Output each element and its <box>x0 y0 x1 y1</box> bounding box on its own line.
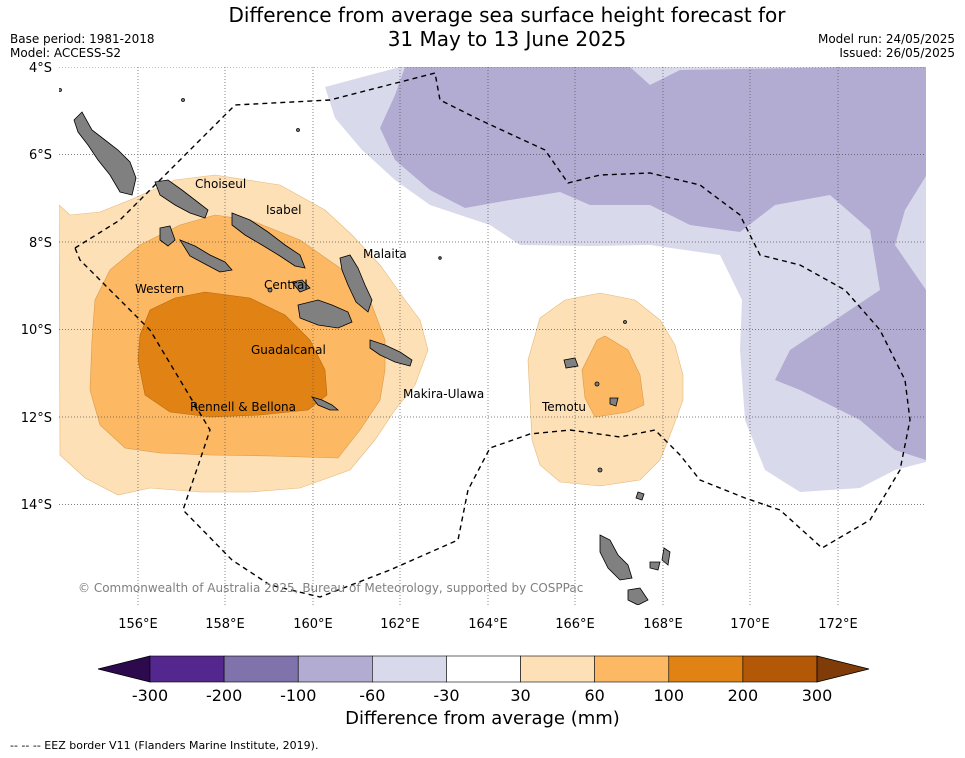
place-label: Temotu <box>541 400 586 414</box>
colorbar-tick-label: -200 <box>206 686 242 705</box>
title-line-1: Difference from average sea surface heig… <box>228 3 786 27</box>
island-small-3 <box>649 561 661 571</box>
place-label: Choiseul <box>195 177 246 191</box>
copyright-notice: © Commonwealth of Australia 2025, Bureau… <box>78 581 583 595</box>
lat-tick-label: 8°S <box>29 236 52 251</box>
lon-tick-label: 170°E <box>730 617 770 632</box>
island-vanua-lava <box>609 397 619 407</box>
colorbar-tick-label: -300 <box>132 686 168 705</box>
island-guadalcanal <box>297 299 353 329</box>
island-bougainville <box>73 111 137 196</box>
land-masses <box>59 88 671 605</box>
lat-tick-label: 12°S <box>21 411 52 426</box>
place-label: Isabel <box>266 203 301 217</box>
colorbar-bin <box>446 655 521 683</box>
lon-tick-label: 164°E <box>468 617 508 632</box>
colorbar-bin <box>668 655 744 683</box>
colorbar-bin <box>372 655 447 683</box>
colorbar-tick-label: -60 <box>359 686 385 705</box>
island-malaita <box>339 254 373 313</box>
colorbar-tick-label: 100 <box>654 686 685 705</box>
colorbar-bin <box>742 655 818 683</box>
model-run: Model run: 24/05/2025 <box>817 32 955 46</box>
lon-tick-label: 158°E <box>205 617 245 632</box>
colorbar-tick-label: 30 <box>510 686 530 705</box>
island-malakula <box>627 587 649 605</box>
island-makira <box>369 339 413 367</box>
lon-tick-labels: 156°E 158°E 160°E 162°E 164°E 166°E 168°… <box>118 617 858 632</box>
lon-tick-label: 162°E <box>380 617 420 632</box>
contour-positive-strong-west <box>137 291 328 418</box>
island-vella <box>159 225 176 247</box>
colorbar-extend-low <box>97 655 151 683</box>
colorbar-bin <box>594 655 670 683</box>
map-title: Difference from average sea surface heig… <box>0 3 965 51</box>
place-label: Central <box>264 278 308 292</box>
island-espiritu-santo <box>599 534 633 581</box>
colorbar-tick-label: 300 <box>802 686 833 705</box>
lat-tick-label: 6°S <box>29 148 52 163</box>
island-isabel <box>231 212 306 269</box>
colorbar-tick-label: -100 <box>280 686 316 705</box>
island-new-georgia <box>179 239 233 273</box>
colorbar-tick-label: 200 <box>728 686 759 705</box>
title-line-2: 31 May to 13 June 2025 <box>387 27 627 51</box>
place-labels: Choiseul Isabel Malaita Western Central … <box>135 177 586 414</box>
model-name: Model: ACCESS-S2 <box>10 46 122 60</box>
gridlines <box>59 67 926 605</box>
lon-tick-label: 172°E <box>818 617 858 632</box>
colorbar-bin <box>223 655 299 683</box>
map-area <box>59 67 926 605</box>
lon-tick-label: 160°E <box>293 617 333 632</box>
island-small-1 <box>661 547 671 566</box>
place-label: Rennell & Bellona <box>190 400 296 414</box>
lon-tick-label: 166°E <box>555 617 595 632</box>
colorbar: -300 -200 -100 -60 -30 30 60 100 200 300 <box>97 655 870 705</box>
colorbar-bin <box>297 655 373 683</box>
place-label: Western <box>135 282 184 296</box>
eez-footnote: -- -- -- EEZ border V11 (Flanders Marine… <box>10 739 319 752</box>
place-label: Makira-Ulawa <box>403 387 484 401</box>
base-period: Base period: 1981-2018 <box>10 32 155 46</box>
colorbar-extend-high <box>816 655 870 683</box>
place-label: Malaita <box>363 247 407 261</box>
island-rennell <box>310 396 340 411</box>
colorbar-bin <box>149 655 225 683</box>
lat-tick-label: 10°S <box>21 323 52 338</box>
metadata-left: Base period: 1981-2018 Model: ACCESS-S2 <box>10 32 155 60</box>
island-florida <box>291 279 311 293</box>
lat-tick-label: 14°S <box>21 498 52 513</box>
lon-tick-label: 168°E <box>643 617 683 632</box>
contour-positive-mid-east <box>581 335 645 418</box>
island-santa-cruz <box>563 357 579 369</box>
colorbar-bin <box>520 655 595 683</box>
issued-date: Issued: 26/05/2025 <box>839 46 955 60</box>
lat-tick-label: 4°S <box>29 61 52 76</box>
colorbar-tick-label: 60 <box>584 686 604 705</box>
lat-tick-labels: 4°S 6°S 8°S 10°S 12°S 14°S <box>21 61 52 513</box>
colorbar-tick-label: -30 <box>433 686 459 705</box>
lon-tick-label: 156°E <box>118 617 158 632</box>
metadata-right: Model run: 24/05/2025 Issued: 26/05/2025 <box>818 32 955 60</box>
island-small-2 <box>635 491 645 501</box>
place-label: Guadalcanal <box>251 343 326 357</box>
colorbar-label: Difference from average (mm) <box>345 708 620 729</box>
contour-negative-mid <box>380 67 926 460</box>
island-choiseul <box>154 179 209 219</box>
